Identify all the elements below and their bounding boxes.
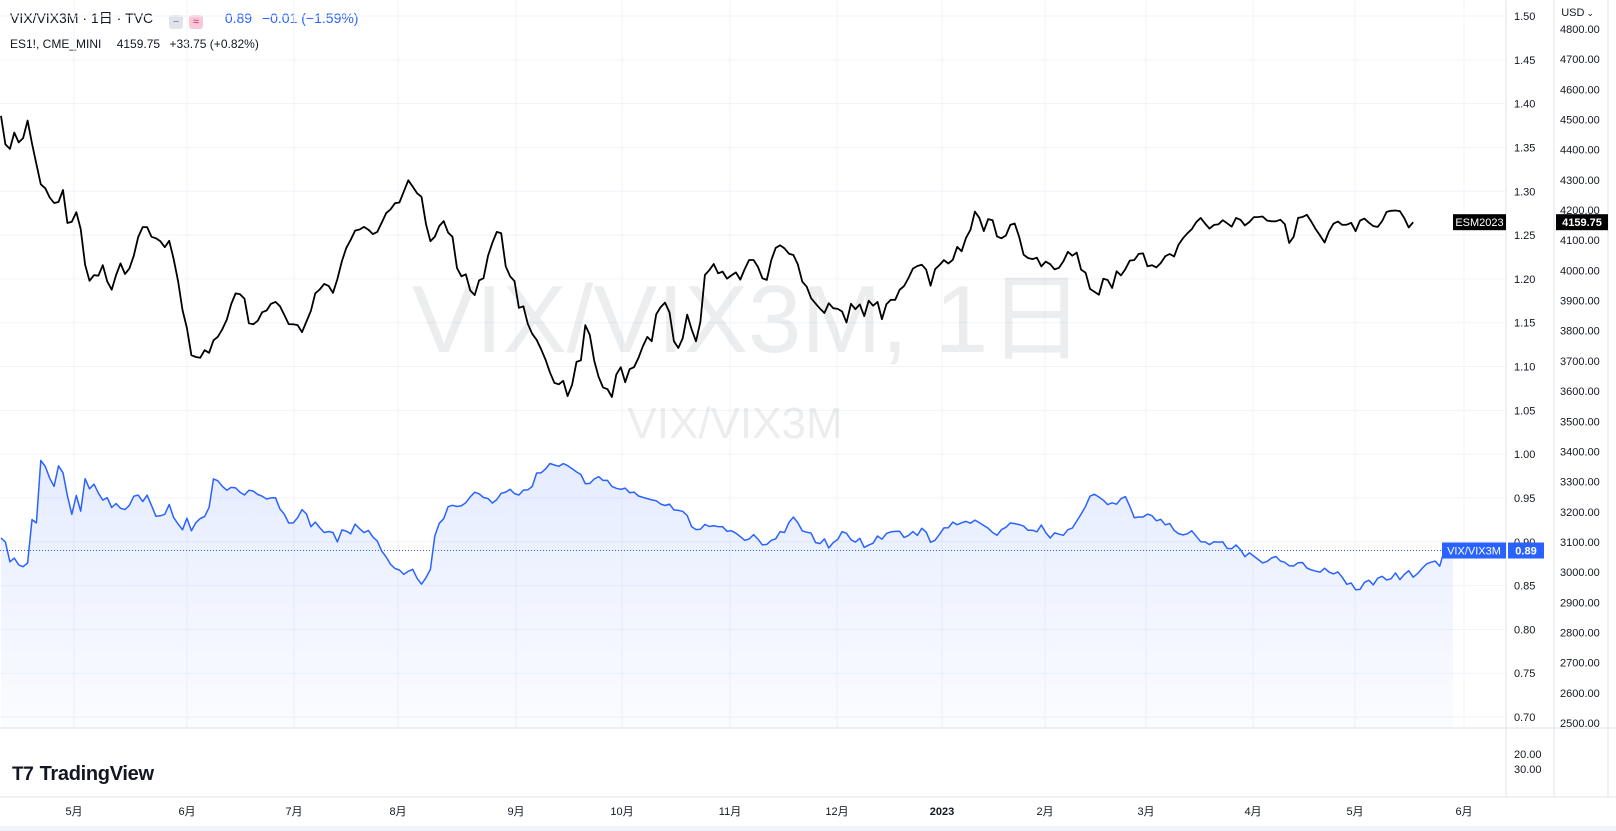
time-axis-tick-label: 2023: [930, 806, 954, 818]
compare-series-header: ES1!, CME_MINI 4159.75 +33.75 (+0.82%): [10, 37, 259, 51]
compare-symbol-label[interactable]: ES1!, CME_MINI: [10, 37, 102, 51]
time-axis-tick-label: 4月: [1244, 806, 1261, 818]
main-change: −0.01 (−1.59%): [261, 10, 359, 26]
es-series-name-label: ESM2023: [1455, 217, 1503, 229]
vix-last-value-tag: [1508, 542, 1544, 559]
right-axis-tick-label: 3200.00: [1560, 507, 1600, 519]
left-axis-tick-label: 0.80: [1514, 624, 1535, 636]
tradingview-logo[interactable]: T7 TradingView: [12, 763, 154, 786]
time-axis-tick-label: 5月: [65, 806, 82, 818]
series-controls: − ≈: [169, 10, 209, 29]
left-axis-tick-label: 1.30: [1514, 186, 1535, 198]
series-style-icon[interactable]: ≈: [188, 15, 203, 29]
es-futures-line: [0, 115, 1414, 398]
left-axis-tick-label: 0.75: [1514, 668, 1535, 680]
left-axis-tick-label: 1.15: [1514, 318, 1535, 330]
lower-pane-tick-label: 30.00: [1514, 764, 1542, 776]
compare-change: +33.75 (+0.82%): [169, 37, 259, 51]
right-axis-tick-label: 3800.00: [1560, 326, 1600, 338]
time-axis-tick-label: 5月: [1346, 806, 1363, 818]
currency-selector[interactable]: USD ⌄: [1561, 7, 1594, 19]
main-series-header: VIX/VIX3M · 1日 · TVC − ≈ 0.89 −0.01 (−1.…: [10, 8, 358, 29]
left-axis-tick-label: 0.85: [1514, 581, 1535, 593]
right-axis-tick-label: 2800.00: [1560, 627, 1600, 639]
left-axis-tick-label: 0.95: [1514, 493, 1535, 505]
main-value: 0.89: [224, 10, 253, 26]
lower-pane-tick-label: 20.00: [1514, 749, 1542, 761]
left-axis-tick-label: 1.05: [1514, 405, 1535, 417]
right-axis-tick-label: 4000.00: [1560, 265, 1600, 277]
logo-text: TradingView: [39, 763, 154, 785]
vix-ratio-area: [1, 460, 1453, 728]
hide-series-icon[interactable]: −: [169, 15, 184, 29]
left-axis-tick-label: 1.50: [1514, 11, 1535, 23]
vix-series-name-label: VIX/VIX3M: [1447, 546, 1501, 558]
currency-label: USD: [1561, 7, 1585, 19]
bottom-strip: [0, 826, 1616, 831]
right-axis-tick-label: 3900.00: [1560, 296, 1600, 308]
left-axis-tick-label: 1.40: [1514, 99, 1535, 111]
time-axis-tick-label: 12月: [825, 806, 848, 818]
right-axis-tick-label: 3600.00: [1560, 386, 1600, 398]
right-axis-tick-label: 3400.00: [1560, 446, 1600, 458]
time-axis-tick-label: 2月: [1036, 806, 1053, 818]
right-axis-tick-label: 4200.00: [1560, 205, 1600, 217]
right-axis-tick-label: 4100.00: [1560, 235, 1600, 247]
time-axis-tick-label: 6月: [178, 806, 195, 818]
right-axis-tick-label: 3000.00: [1560, 567, 1600, 579]
tv-logo-icon: T7: [12, 764, 34, 785]
time-axis-tick-label: 11月: [719, 806, 741, 818]
time-axis-tick-label: 8月: [389, 806, 406, 818]
right-axis-tick-label: 3100.00: [1560, 537, 1600, 549]
right-axis-tick-label: 3500.00: [1560, 416, 1600, 428]
time-axis-tick-label: 6月: [1455, 806, 1472, 818]
vix-ratio-line: [0, 459, 1454, 591]
left-axis-tick-label: 1.20: [1514, 274, 1535, 286]
watermark-sub: VIX/VIX3M: [627, 399, 842, 448]
right-axis-tick-label: 4800.00: [1560, 24, 1600, 36]
left-axis-tick-label: 1.35: [1514, 142, 1535, 154]
time-axis-tick-label: 9月: [507, 806, 524, 818]
left-axis-tick-label: 1.45: [1514, 55, 1535, 67]
right-axis-tick-label: 3300.00: [1560, 477, 1600, 489]
right-axis-tick-label: 2500.00: [1560, 718, 1600, 730]
chevron-down-icon: ⌄: [1586, 8, 1594, 18]
left-axis-tick-label: 1.00: [1514, 449, 1535, 461]
right-axis-tick-label: 4700.00: [1560, 54, 1600, 66]
vix-series-name-tag: [1442, 542, 1506, 559]
vix-last-value-label: 0.89: [1515, 546, 1536, 558]
right-axis-tick-label: 2700.00: [1560, 658, 1600, 670]
compare-value: 4159.75: [116, 37, 161, 51]
main-symbol-label[interactable]: VIX/VIX3M · 1日 · TVC: [10, 10, 154, 26]
right-axis-tick-label: 3700.00: [1560, 356, 1600, 368]
right-axis-tick-label: 2900.00: [1560, 597, 1600, 609]
right-axis-tick-label: 4300.00: [1560, 175, 1600, 187]
time-axis-tick-label: 3月: [1137, 806, 1154, 818]
es-series-name-tag: [1453, 214, 1506, 231]
time-axis-tick-label: 10月: [610, 806, 633, 818]
right-axis-tick-label: 2600.00: [1560, 688, 1600, 700]
es-last-value-tag: [1556, 214, 1608, 231]
left-axis-tick-label: 1.25: [1514, 230, 1535, 242]
es-last-value-label: 4159.75: [1562, 217, 1602, 229]
left-axis-tick-label: 1.10: [1514, 362, 1535, 374]
right-axis-tick-label: 4400.00: [1560, 145, 1600, 157]
watermark-main: VIX/VIX3M, 1日: [412, 266, 1084, 373]
right-axis-tick-label: 4500.00: [1560, 115, 1600, 127]
time-axis-tick-label: 7月: [285, 806, 302, 818]
right-axis-tick-label: 4600.00: [1560, 84, 1600, 96]
left-axis-tick-label: 0.70: [1514, 712, 1535, 724]
